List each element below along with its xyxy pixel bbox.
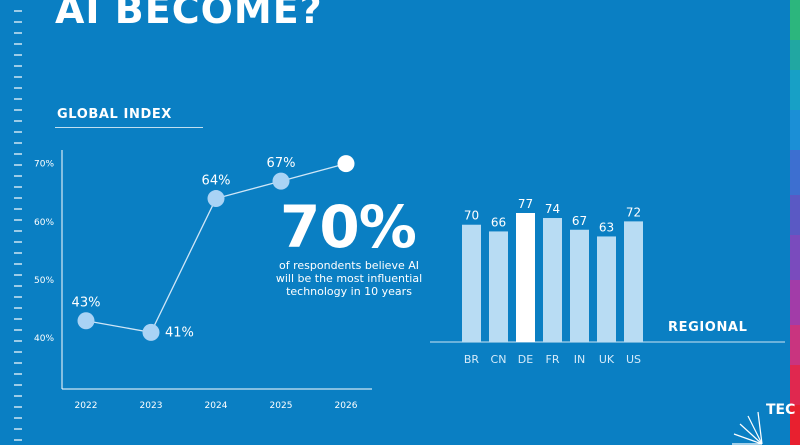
bar-category-label: BR [464,353,480,366]
global-index-underline [55,127,203,128]
bar-category-label: UK [599,353,615,366]
x-tick-label: 2022 [75,401,98,411]
bar-value-label: 70 [464,209,479,223]
bar-category-label: CN [491,353,507,366]
corner-text: TEC [766,402,796,418]
stat-value: 70% [280,193,417,261]
data-point [77,312,95,330]
side-color-stripe [790,0,800,445]
bar [597,236,616,342]
bar-category-label: DE [518,353,533,366]
data-point [207,190,225,208]
data-label: 64% [202,174,231,189]
y-tick-label: 40% [34,334,54,344]
y-tick-label: 50% [34,276,54,286]
bar [570,229,589,342]
bar-value-label: 66 [491,215,506,229]
global-index-line-chart: 40% 50% 60% 70% 2022 2023 2024 2025 2026 43% 41% 64… [34,150,372,411]
bar-value-label: 72 [626,205,641,219]
data-point [272,172,290,190]
left-ruler [14,10,22,441]
bar [624,221,643,342]
corner-sunburst-icon [732,411,763,445]
bar [462,224,481,342]
bar [543,218,562,342]
bar-category-label: IN [574,353,585,366]
bar-value-label: 77 [518,197,533,211]
data-label: 67% [267,156,296,171]
bar-value-label: 74 [545,202,560,216]
global-index-label: GLOBAL INDEX [57,107,172,122]
bar-value-label: 67 [572,214,587,228]
x-tick-label: 2024 [205,401,228,411]
bar [516,213,535,342]
x-tick-label: 2023 [140,401,163,411]
x-tick-label: 2025 [270,401,293,411]
data-label: 41% [165,325,194,340]
data-label: 43% [72,296,101,311]
data-point [337,155,355,173]
y-tick-label: 60% [34,218,54,228]
regional-label: REGIONAL [668,320,748,335]
bar-category-label: FR [546,353,560,366]
bar-value-label: 63 [599,220,614,234]
x-tick-label: 2026 [335,401,358,411]
stat-description: of respondents believe AI will be the mo… [275,259,423,298]
y-tick-label: 70% [34,160,54,170]
bar-category-label: US [626,353,641,366]
page-title: AI BECOME? [55,0,323,32]
bar [489,231,508,342]
data-point [142,323,160,341]
